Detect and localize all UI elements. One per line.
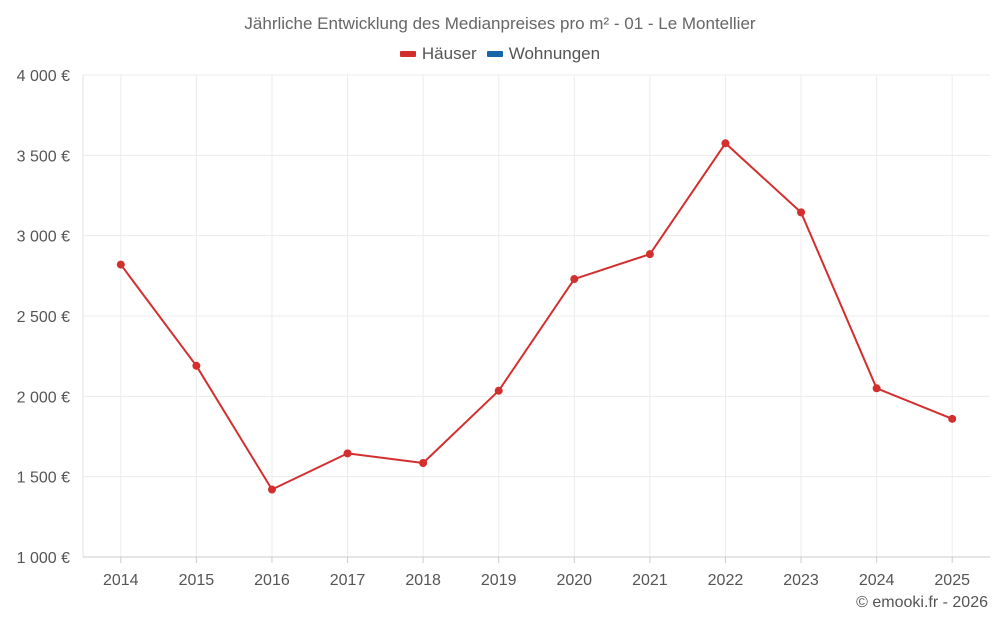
y-tick-label: 2 000 € [17, 389, 70, 406]
chart-title: Jährliche Entwicklung des Medianpreises … [244, 14, 756, 33]
x-tick-label: 2022 [708, 572, 744, 589]
data-point [721, 139, 730, 148]
x-tick-label: 2023 [783, 572, 819, 589]
y-tick-label: 3 500 € [17, 148, 70, 165]
x-tick-label: 2024 [859, 572, 895, 589]
data-point [645, 250, 654, 259]
x-tick-label: 2021 [632, 572, 668, 589]
y-tick-label: 4 000 € [17, 68, 70, 85]
data-point [948, 414, 957, 423]
data-point [116, 260, 125, 269]
x-tick-label: 2020 [556, 572, 592, 589]
credit: © emooki.fr - 2026 [856, 594, 988, 611]
x-tick-label: 2017 [330, 572, 366, 589]
legend-swatch-wohnungen [486, 51, 503, 57]
data-point [494, 386, 503, 395]
x-tick-label: 2018 [405, 572, 441, 589]
legend-label-haeuser: Häuser [421, 44, 477, 63]
series-line-0 [119, 142, 953, 491]
data-point [343, 449, 352, 458]
data-point [570, 275, 579, 284]
x-tick-label: 2016 [254, 572, 290, 589]
data-point [192, 361, 201, 370]
legend-item-haeuser[interactable]: Häuser [399, 44, 477, 64]
x-tick-label: 2014 [103, 572, 139, 589]
data-point [267, 485, 276, 494]
y-tick-label: 1 000 € [17, 550, 70, 567]
data-point [419, 459, 428, 468]
x-tick-label: 2019 [481, 572, 517, 589]
y-tick-label: 1 500 € [17, 470, 70, 487]
data-point [797, 208, 806, 217]
legend-swatch-haeuser [399, 51, 416, 57]
x-tick-label: 2025 [934, 572, 970, 589]
y-tick-label: 2 500 € [17, 309, 70, 326]
data-point [872, 384, 881, 393]
legend-label-wohnungen: Wohnungen [508, 44, 601, 63]
y-tick-label: 3 000 € [17, 229, 70, 246]
legend: Häuser Wohnungen [0, 44, 1000, 64]
x-tick-label: 2015 [179, 572, 215, 589]
legend-item-wohnungen[interactable]: Wohnungen [486, 44, 601, 64]
